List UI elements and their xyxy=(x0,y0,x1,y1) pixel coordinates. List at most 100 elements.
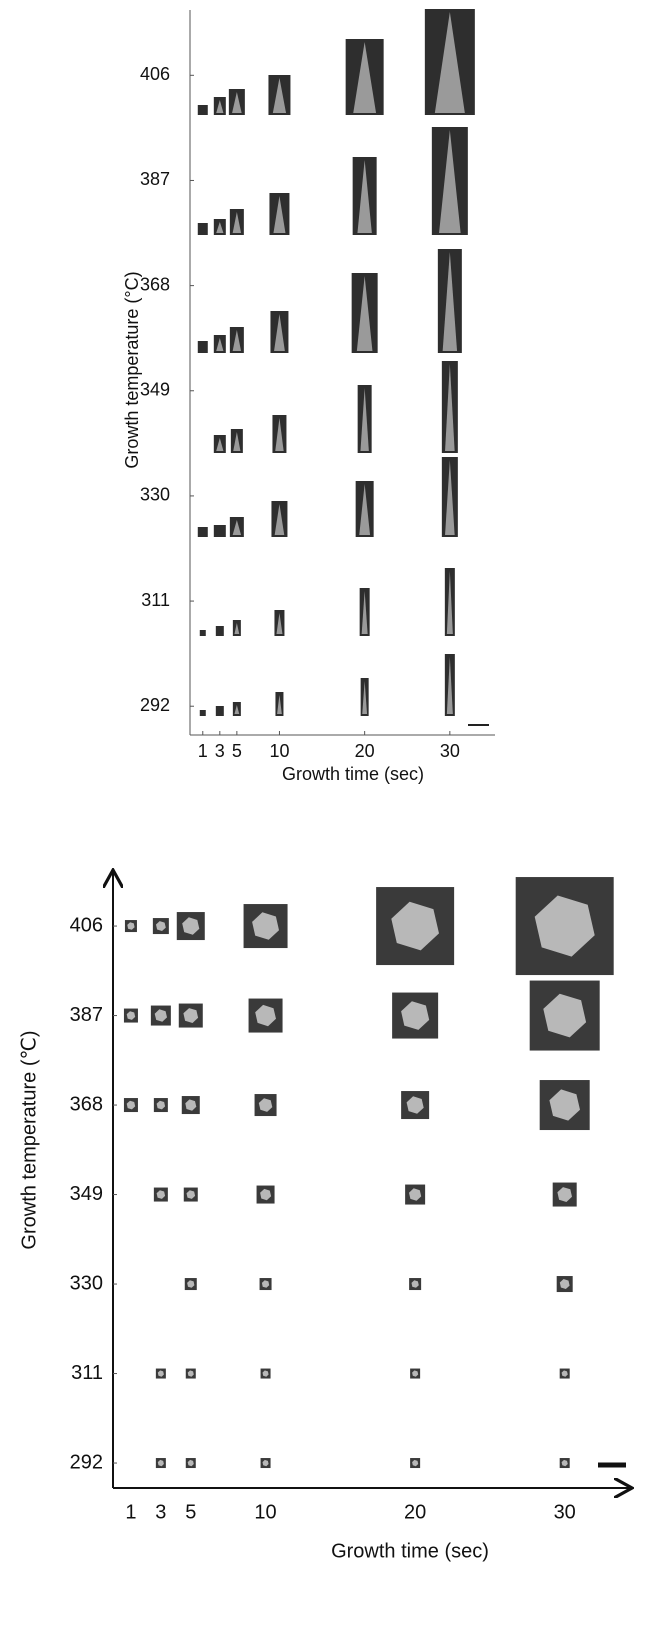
micrograph-tip xyxy=(234,705,240,714)
micrograph-crystal xyxy=(156,1190,166,1199)
micrograph-tip xyxy=(232,520,242,535)
micrograph-tip xyxy=(274,504,285,535)
micrograph-crystal xyxy=(154,1009,167,1022)
micrograph-tip xyxy=(353,42,377,113)
micrograph-tip xyxy=(276,613,283,634)
micrograph xyxy=(199,710,206,716)
micrograph-tip xyxy=(445,364,455,451)
micrograph-crystal xyxy=(126,1100,136,1110)
micrograph xyxy=(197,341,208,353)
x-tick-label: 10 xyxy=(269,741,289,761)
micrograph-crystal xyxy=(156,921,166,931)
micrograph-tip xyxy=(359,484,371,535)
micrograph-tip xyxy=(439,130,461,233)
micrograph-tip xyxy=(362,681,368,714)
micrograph-tip xyxy=(233,432,241,451)
micrograph xyxy=(197,223,208,235)
micrograph-tip xyxy=(434,12,465,113)
micrograph xyxy=(197,105,208,115)
y-tick-label: 349 xyxy=(140,380,170,400)
micrograph-crystal xyxy=(412,1459,419,1467)
y-tick-label: 368 xyxy=(70,1093,103,1115)
micrograph-tip xyxy=(216,338,224,351)
micrograph-crystal xyxy=(262,1370,269,1377)
micrograph-crystal xyxy=(183,1008,199,1023)
micrograph-crystal xyxy=(255,1004,276,1027)
micrograph-tip xyxy=(275,418,284,451)
micrograph-crystal xyxy=(157,1370,164,1377)
y-axis-label: Growth temperature (°C) xyxy=(122,271,142,468)
micrograph-tip xyxy=(216,100,224,113)
x-tick-label: 5 xyxy=(185,1501,196,1523)
y-tick-label: 330 xyxy=(140,485,170,505)
y-tick-label: 387 xyxy=(140,169,170,189)
y-tick-label: 387 xyxy=(70,1004,103,1026)
micrograph-crystal xyxy=(559,1279,570,1289)
micrograph-tip xyxy=(216,438,224,451)
x-tick-label: 1 xyxy=(198,741,208,761)
y-tick-label: 406 xyxy=(70,914,103,936)
micrograph-tip xyxy=(277,695,282,714)
y-tick-label: 292 xyxy=(70,1451,103,1473)
micrograph-tip xyxy=(442,252,458,351)
micrograph-crystal xyxy=(561,1370,568,1377)
micrograph-tip xyxy=(232,92,242,113)
micrograph-tip xyxy=(232,212,242,233)
micrograph-crystal xyxy=(412,1370,419,1377)
x-axis-label: Growth time (sec) xyxy=(331,1540,489,1562)
micrograph-crystal xyxy=(186,1190,196,1199)
micrograph-crystal xyxy=(187,1280,195,1288)
y-tick-label: 330 xyxy=(70,1272,103,1294)
y-tick-label: 292 xyxy=(140,695,170,715)
micrograph-tip xyxy=(357,160,372,233)
micrograph-crystal xyxy=(156,1100,166,1110)
micrograph-tip xyxy=(446,571,453,634)
y-tick-label: 311 xyxy=(71,1362,103,1384)
micrograph-crystal xyxy=(401,1001,430,1030)
micrograph-crystal xyxy=(187,1370,194,1377)
micrograph-crystal xyxy=(557,1187,572,1202)
micrograph-crystal xyxy=(252,912,279,940)
x-tick-label: 3 xyxy=(215,741,225,761)
y-tick-label: 368 xyxy=(140,274,170,294)
micrograph-crystal xyxy=(157,1459,164,1467)
micrograph xyxy=(199,630,206,636)
micrograph xyxy=(215,706,224,716)
micrograph-crystal xyxy=(391,901,439,951)
y-tick-label: 406 xyxy=(140,64,170,84)
micrograph xyxy=(197,527,208,537)
micrograph-crystal xyxy=(126,1011,136,1020)
micrograph-crystal xyxy=(182,917,200,935)
micrograph-crystal xyxy=(127,922,135,930)
x-tick-label: 20 xyxy=(404,1501,426,1523)
micrograph-tip xyxy=(445,460,455,535)
micrograph-crystal xyxy=(260,1188,272,1201)
micrograph-tip xyxy=(274,314,285,351)
x-tick-label: 20 xyxy=(355,741,375,761)
x-tick-label: 30 xyxy=(440,741,460,761)
micrograph-tip xyxy=(356,276,373,351)
x-tick-label: 5 xyxy=(232,741,242,761)
x-tick-label: 30 xyxy=(554,1501,576,1523)
micrograph-tip xyxy=(446,657,453,714)
micrograph-crystal xyxy=(261,1280,270,1288)
micrograph-crystal xyxy=(187,1459,194,1467)
x-axis-label: Growth time (sec) xyxy=(282,764,424,784)
micrograph-crystal xyxy=(258,1098,273,1112)
micrograph-tip xyxy=(361,591,368,634)
y-tick-label: 311 xyxy=(141,590,170,610)
x-tick-label: 3 xyxy=(155,1501,166,1523)
micrograph xyxy=(215,626,224,636)
micrograph-tip xyxy=(234,623,240,634)
micrograph-crystal xyxy=(262,1459,269,1467)
micrograph xyxy=(213,525,226,537)
micrograph-crystal xyxy=(411,1280,419,1288)
y-tick-label: 349 xyxy=(70,1183,103,1205)
micrograph-tip xyxy=(273,196,286,233)
micrograph-crystal xyxy=(534,895,595,957)
y-axis-label: Growth temperature (℃) xyxy=(18,1030,40,1249)
micrograph-crystal xyxy=(185,1099,197,1111)
micrograph-crystal xyxy=(543,993,587,1038)
micrograph-tip xyxy=(216,222,224,233)
